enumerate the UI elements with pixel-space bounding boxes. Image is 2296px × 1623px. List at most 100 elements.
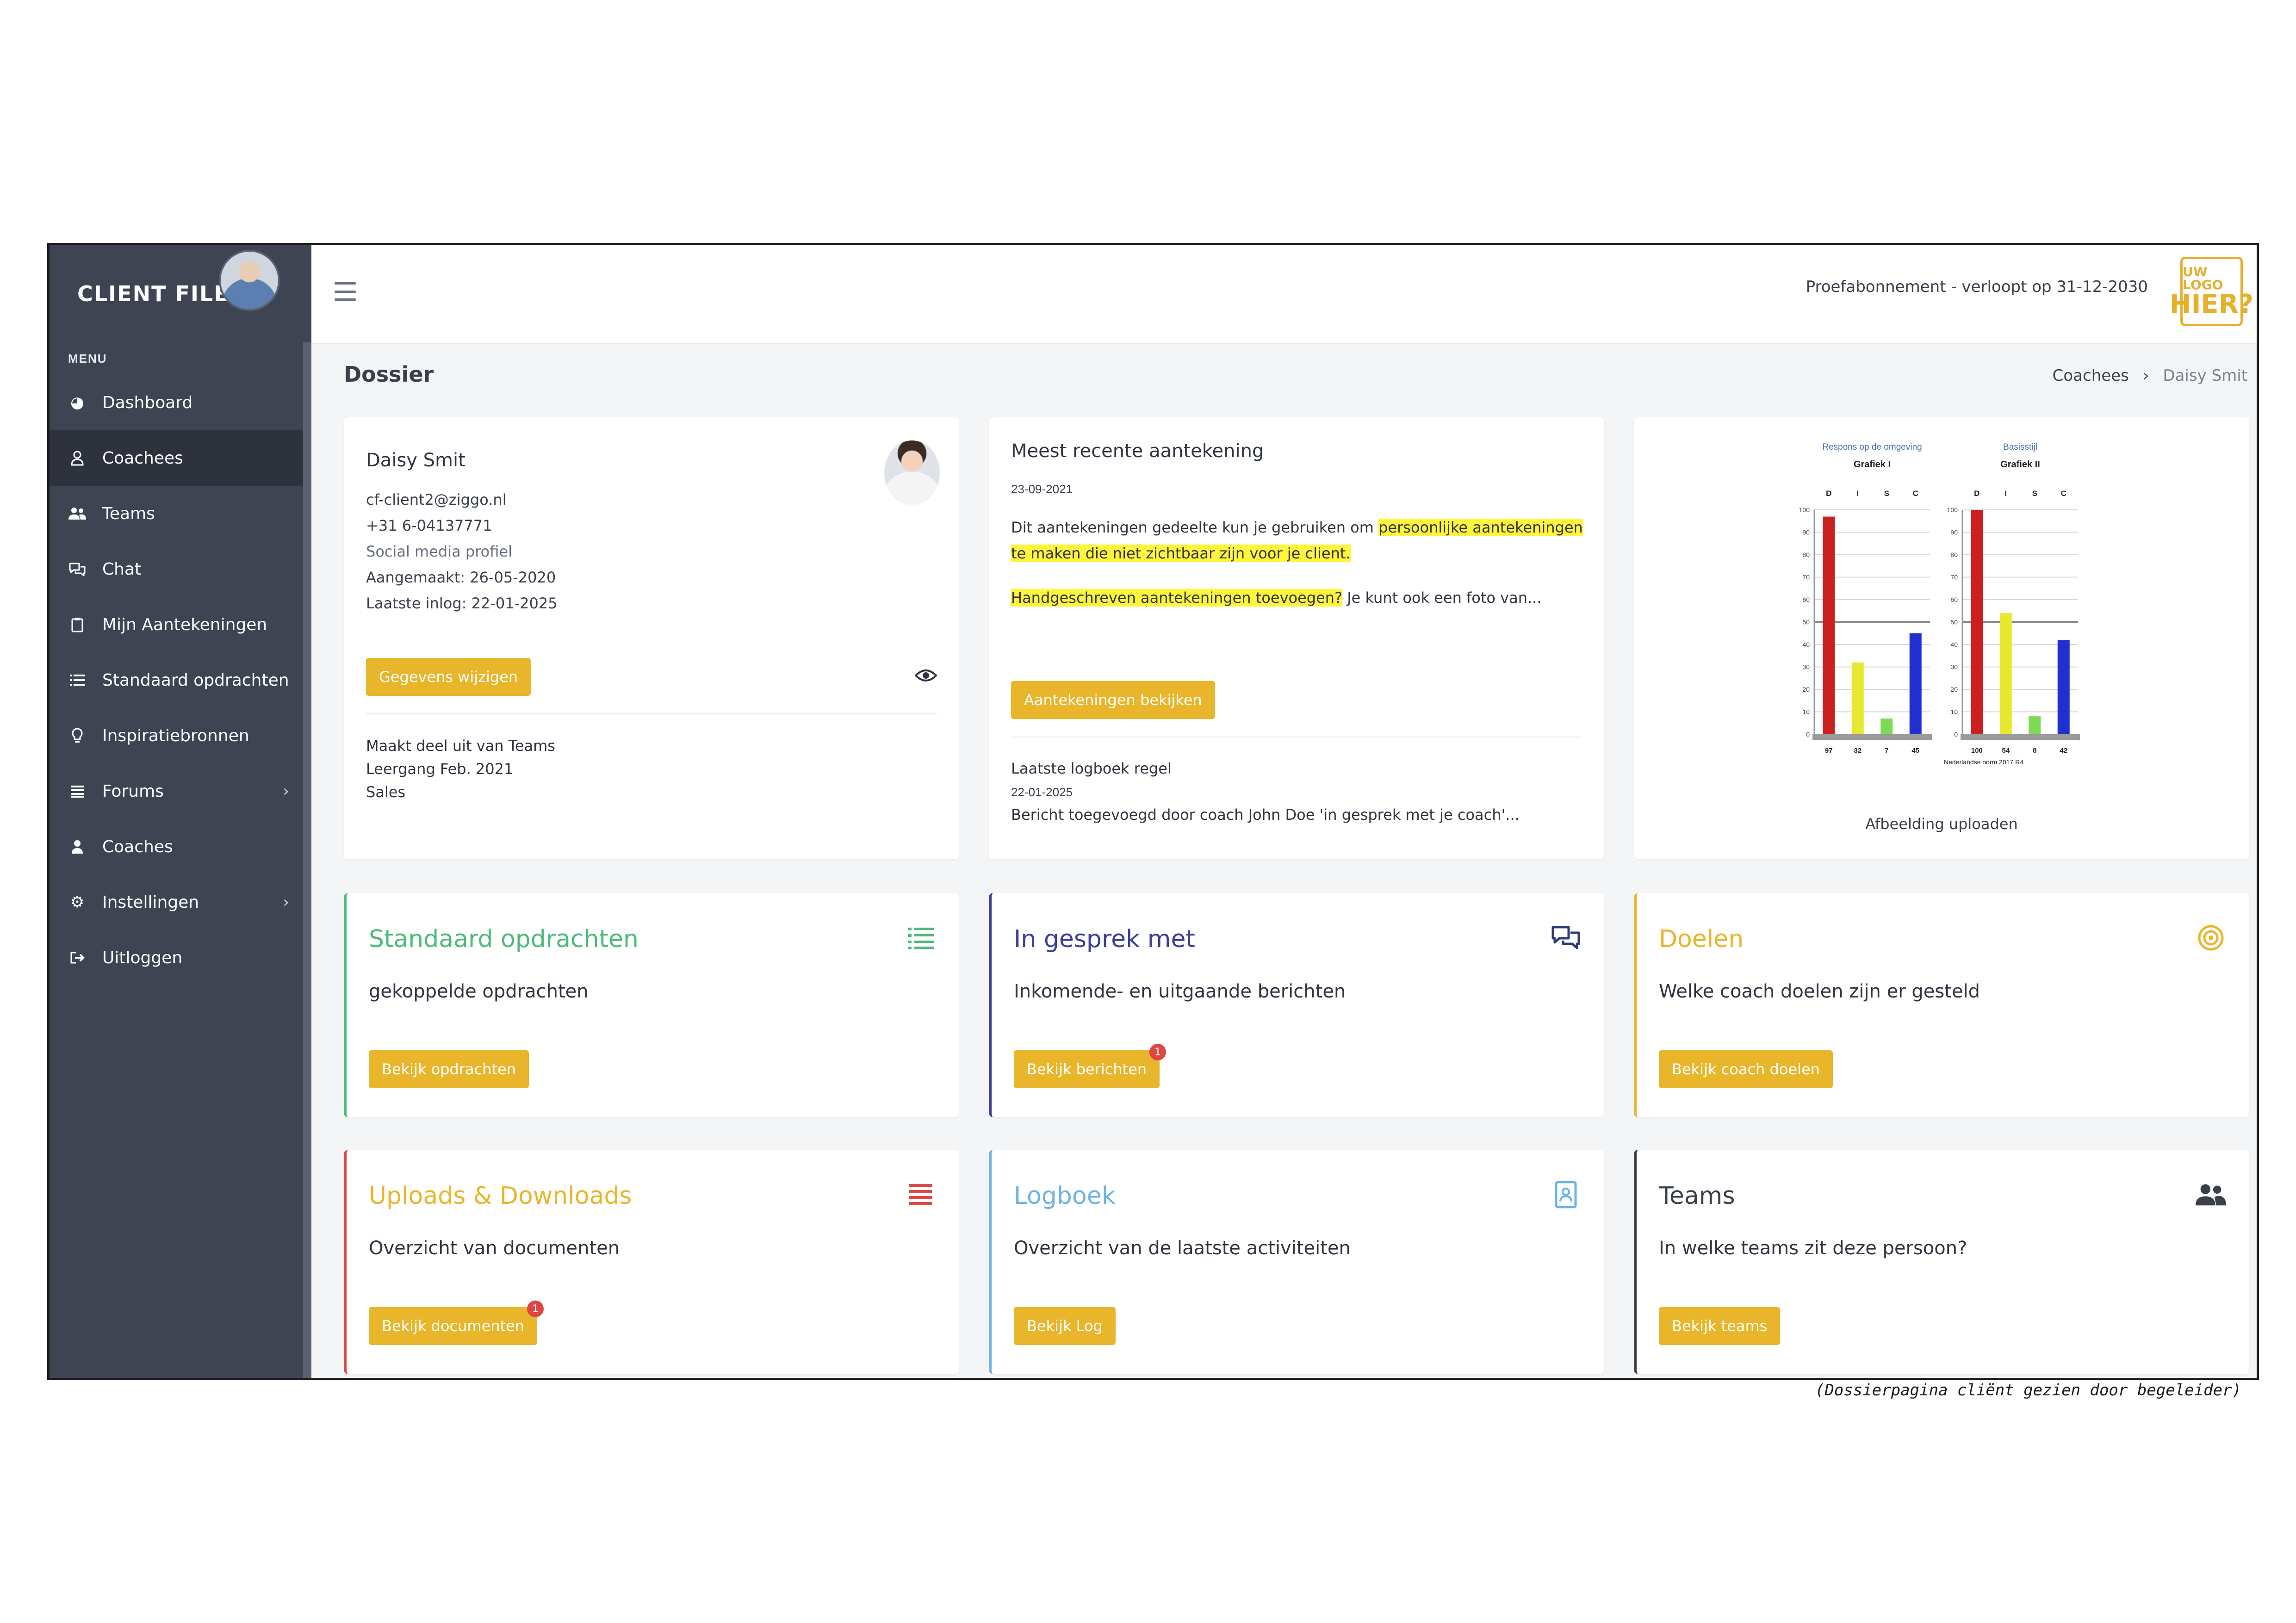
sidebar-item-coachees[interactable]: Coachees	[50, 430, 303, 486]
sidebar-item-chat[interactable]: Chat	[50, 541, 303, 597]
chart-value-label: 54	[2002, 747, 2010, 755]
profile-last-login: Laatste inlog: 22-01-2025	[366, 595, 558, 612]
sidebar-item-inspiratiebronnen[interactable]: Inspiratiebronnen	[50, 708, 303, 763]
sidebar-nav: ◕ Dashboard Coachees Teams Chat	[50, 375, 303, 985]
users-icon	[2195, 1178, 2227, 1211]
brand-title: CLIENT FILES	[77, 281, 246, 306]
company-logo-placeholder[interactable]: UW LOGO HIER?	[2170, 257, 2253, 326]
chart-category-label: D	[1826, 489, 1831, 498]
gear-icon: ⚙	[70, 893, 85, 911]
hamburger-menu-icon[interactable]	[335, 282, 356, 301]
view-documents-button[interactable]: Bekijk documenten 1	[369, 1301, 544, 1345]
edit-profile-button[interactable]: Gegevens wijzigen	[366, 658, 531, 696]
sidebar-item-standaard-opdrachten[interactable]: Standaard opdrachten	[50, 652, 303, 708]
disc-chart-image: Respons op de omgeving Grafiek I 0 10 20 30 40…	[1799, 442, 2080, 766]
sidebar-item-mijn-aantekeningen[interactable]: Mijn Aantekeningen	[50, 597, 303, 652]
team-item[interactable]: Leergang Feb. 2021	[366, 760, 514, 778]
sidebar-item-uitloggen[interactable]: Uitloggen	[50, 930, 303, 985]
sidebar: CLIENT FILES MENU ◕ Dashboard Coachees T…	[50, 245, 311, 1378]
breadcrumb: Coachees › Daisy Smit	[2053, 366, 2247, 385]
chart-bar	[1823, 516, 1835, 734]
chart-y-tick-label: 70	[1802, 574, 1810, 581]
profile-email[interactable]: cf-client2@ziggo.nl	[366, 491, 507, 508]
view-goals-button[interactable]: Bekijk coach doelen	[1659, 1050, 1833, 1088]
note-title: Meest recente aantekening	[1011, 440, 1264, 462]
sidebar-item-label: Standaard opdrachten	[102, 670, 289, 690]
view-notes-button[interactable]: Aantekeningen bekijken	[1011, 681, 1215, 719]
sidebar-item-label: Instellingen	[102, 892, 199, 912]
view-log-button[interactable]: Bekijk Log	[1014, 1307, 1116, 1345]
assignments-card: Standaard opdrachten gekoppelde opdracht…	[344, 893, 959, 1117]
figure-caption: (Dossierpagina cliënt gezien door begele…	[1815, 1381, 2241, 1400]
logout-icon	[68, 948, 87, 967]
logo-line-2: HIER?	[2169, 289, 2254, 319]
profile-social-link[interactable]: Social media profiel	[366, 543, 512, 560]
dashboard-icon: ◕	[70, 393, 84, 412]
chart-bar	[2057, 640, 2070, 734]
eye-icon[interactable]	[914, 665, 937, 688]
chart-category-label: S	[1884, 489, 1889, 498]
user-icon	[68, 837, 87, 856]
subscription-status: Proefabonnement - verloopt op 31-12-2030	[1806, 278, 2148, 296]
image-card[interactable]: Respons op de omgeving Grafiek I 0 10 20 30 40…	[1634, 417, 2249, 859]
chat-icon	[1550, 922, 1582, 954]
chart-value-label: 7	[1885, 747, 1888, 755]
teams-heading: Maakt deel uit van Teams	[366, 737, 555, 755]
upload-image-link[interactable]: Afbeelding uploaden	[1865, 815, 2018, 833]
brand[interactable]: CLIENT FILES	[77, 273, 246, 315]
profile-teams: Maakt deel uit van Teams Leergang Feb. 2…	[366, 734, 555, 804]
view-assignments-button[interactable]: Bekijk opdrachten	[369, 1050, 529, 1088]
sidebar-item-dashboard[interactable]: ◕ Dashboard	[50, 375, 303, 430]
view-teams-button[interactable]: Bekijk teams	[1659, 1307, 1781, 1345]
notification-badge: 1	[527, 1301, 544, 1317]
chart-category-label: D	[1974, 489, 1980, 498]
team-item[interactable]: Sales	[366, 783, 406, 801]
user-icon	[68, 449, 87, 467]
sidebar-item-coaches[interactable]: Coaches	[50, 819, 303, 874]
card-subtitle: Overzicht van documenten	[369, 1238, 620, 1259]
chart-value-label: 100	[1971, 747, 1983, 755]
chart-value-label: 42	[2060, 747, 2067, 755]
sidebar-item-label: Teams	[102, 504, 155, 523]
sidebar-scrollbar[interactable]	[303, 342, 311, 1378]
sidebar-item-label: Coachees	[102, 448, 183, 468]
chart-y-tick-label: 70	[1950, 574, 1958, 581]
chart-subtitle: Basisstijl	[2003, 442, 2037, 452]
chart-y-tick-label: 0	[1954, 731, 1958, 738]
chart-bar	[1999, 613, 2012, 734]
sidebar-item-instellingen[interactable]: ⚙ Instellingen ›	[50, 874, 303, 930]
note-date: 23-09-2021	[1011, 482, 1073, 496]
menu-label: MENU	[68, 352, 107, 365]
list-icon	[68, 671, 87, 689]
profile-created: Aangemaakt: 26-05-2020	[366, 569, 556, 586]
log-text: Bericht toegevoegd door coach John Doe '…	[1011, 806, 1520, 824]
goals-card: Doelen Welke coach doelen zijn er gestel…	[1634, 893, 2249, 1117]
sidebar-item-teams[interactable]: Teams	[50, 486, 303, 541]
chart-footnote: Nederlandse norm 2017 R4	[1944, 758, 2023, 766]
chart-y-tick-label: 0	[1806, 731, 1810, 738]
app-window: CLIENT FILES MENU ◕ Dashboard Coachees T…	[47, 243, 2259, 1380]
card-subtitle: Welke coach doelen zijn er gesteld	[1659, 981, 1980, 1002]
topbar: Proefabonnement - verloopt op 31-12-2030…	[311, 245, 2257, 344]
chart-y-tick-label: 60	[1950, 596, 1958, 603]
lightbulb-icon	[68, 726, 87, 745]
button-label: Bekijk berichten	[1027, 1060, 1147, 1078]
chart-base	[1812, 734, 1932, 740]
chart-y-tick-label: 10	[1950, 708, 1958, 716]
view-messages-button[interactable]: Bekijk berichten 1	[1014, 1044, 1167, 1088]
chat-icon	[68, 560, 87, 578]
user-avatar[interactable]	[219, 250, 280, 311]
chart-value-label: 8	[2033, 747, 2036, 755]
chart-y-tick-label: 40	[1950, 641, 1958, 648]
bars-icon	[905, 1178, 937, 1211]
sidebar-item-forums[interactable]: Forums ›	[50, 763, 303, 819]
profile-phone[interactable]: +31 6-04137771	[366, 517, 492, 534]
breadcrumb-parent[interactable]: Coachees	[2052, 366, 2129, 385]
clipboard-icon	[68, 615, 87, 634]
chevron-right-icon: ›	[283, 782, 289, 800]
chart-y-tick-label: 80	[1802, 551, 1810, 558]
menu-icon	[68, 782, 87, 800]
teams-card: Teams In welke teams zit deze persoon? B…	[1634, 1150, 2249, 1374]
notification-badge: 1	[1149, 1044, 1167, 1060]
chart-subtitle: Respons op de omgeving	[1822, 442, 1922, 452]
